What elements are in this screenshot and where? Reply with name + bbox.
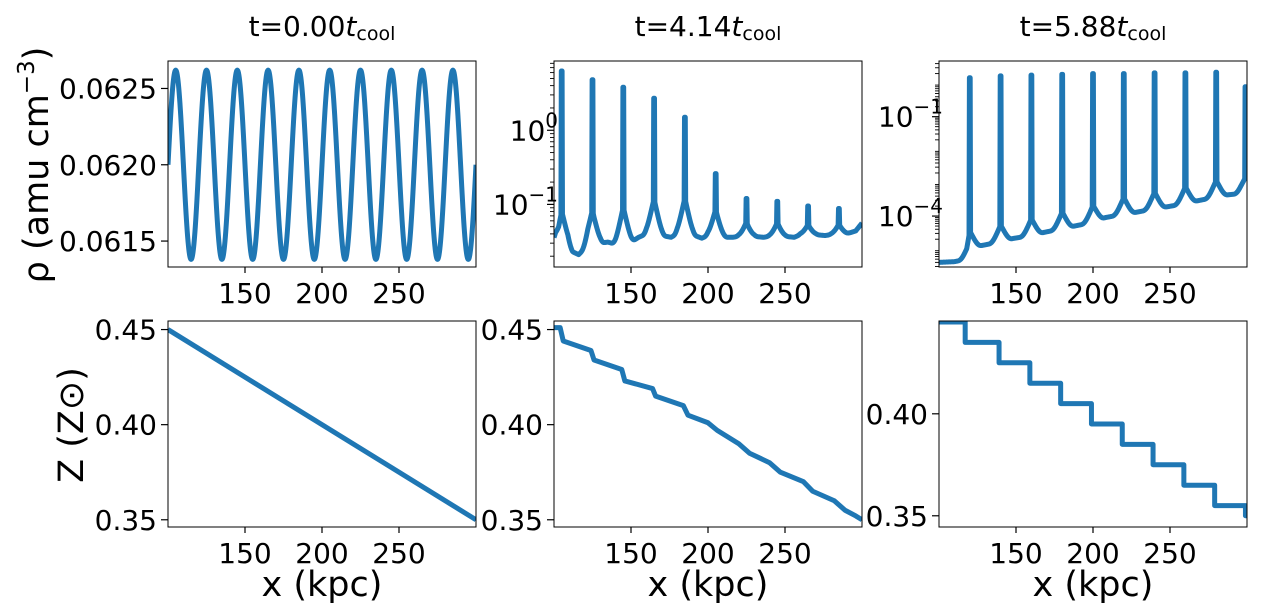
panel-density-t0: 150 200 250 0.0615 0.0620 0.0625 t=0.00tcool bbox=[59, 10, 477, 310]
y-tick-label: 0.35 bbox=[866, 500, 928, 533]
y-tick-label: 0.35 bbox=[481, 504, 543, 537]
x-tick-label: 150 bbox=[989, 277, 1042, 310]
panel-title: t=4.14tcool bbox=[635, 10, 782, 45]
x-tick-label: 250 bbox=[758, 537, 811, 570]
x-tick-label: 150 bbox=[218, 537, 271, 570]
panel-density-t588: 150 200 250 10−4 10−1 t=5.88tcool bbox=[878, 10, 1248, 310]
y-tick-label: 0.35 bbox=[95, 504, 157, 537]
y-tick-label: 0.0625 bbox=[59, 72, 157, 105]
y-tick-label: 10−4 bbox=[878, 194, 943, 233]
y-tick-label: 0.0615 bbox=[59, 225, 157, 258]
panel-title: t=0.00tcool bbox=[249, 10, 396, 45]
panel-metallicity-t414: 150 200 250 0.35 0.40 0.45 x (kpc) bbox=[481, 314, 863, 605]
series-line-metallicity bbox=[554, 325, 862, 522]
y-tick-label: 0.40 bbox=[866, 398, 928, 431]
series-line-metallicity bbox=[939, 321, 1247, 519]
x-tick-label: 250 bbox=[372, 537, 425, 570]
x-axis-label: x (kpc) bbox=[648, 565, 769, 605]
y-axis-label-metallicity: Z (Z⊙) bbox=[52, 367, 92, 483]
x-tick-label: 150 bbox=[218, 277, 271, 310]
x-axis-label: x (kpc) bbox=[1033, 565, 1154, 605]
x-tick-label: 200 bbox=[1066, 537, 1119, 570]
x-tick-label: 200 bbox=[1066, 277, 1119, 310]
x-tick-label: 250 bbox=[758, 277, 811, 310]
series-line-density bbox=[168, 67, 476, 262]
y-axis-label-density-text: ρ (amu cm−3) bbox=[14, 47, 57, 284]
y-tick-label: 10−1 bbox=[878, 95, 943, 134]
x-tick-label: 200 bbox=[681, 537, 734, 570]
y-tick-label: 0.40 bbox=[481, 409, 543, 442]
panel-density-t414: 150 200 250 10−1 100 t=4.14tcool bbox=[493, 10, 863, 310]
x-tick-label: 150 bbox=[604, 277, 657, 310]
panel-metallicity-t0: 150 200 250 0.35 0.40 0.45 x (kpc) bbox=[95, 314, 477, 605]
y-tick-label: 100 bbox=[510, 108, 558, 147]
panel-title: t=5.88tcool bbox=[1020, 10, 1167, 45]
x-tick-label: 150 bbox=[604, 537, 657, 570]
y-tick-label: 0.45 bbox=[481, 314, 543, 347]
series-line-density bbox=[554, 68, 862, 258]
panel-metallicity-t588: 150 200 250 0.35 0.40 x (kpc) bbox=[866, 320, 1248, 605]
series-line-density bbox=[939, 69, 1247, 265]
y-tick-label: 0.45 bbox=[95, 314, 157, 347]
x-tick-label: 250 bbox=[1143, 537, 1196, 570]
y-tick-label: 0.40 bbox=[95, 409, 157, 442]
panels: 150 200 2500.06150.06200.0625t=0.00tcool15… bbox=[59, 10, 1248, 605]
x-tick-label: 250 bbox=[372, 277, 425, 310]
series-line-metallicity bbox=[168, 327, 476, 522]
x-tick-label: 150 bbox=[989, 537, 1042, 570]
x-tick-label: 250 bbox=[1143, 277, 1196, 310]
x-tick-label: 200 bbox=[295, 537, 348, 570]
x-tick-label: 200 bbox=[681, 277, 734, 310]
y-axis-label-density: ρ (amu cm−3) bbox=[14, 47, 57, 284]
x-tick-label: 200 bbox=[295, 277, 348, 310]
x-axis-label: x (kpc) bbox=[262, 565, 383, 605]
y-axis-label-metallicity-text: Z (Z⊙) bbox=[52, 367, 92, 483]
y-tick-label: 10−1 bbox=[493, 182, 558, 221]
y-tick-label: 0.0620 bbox=[59, 149, 157, 182]
